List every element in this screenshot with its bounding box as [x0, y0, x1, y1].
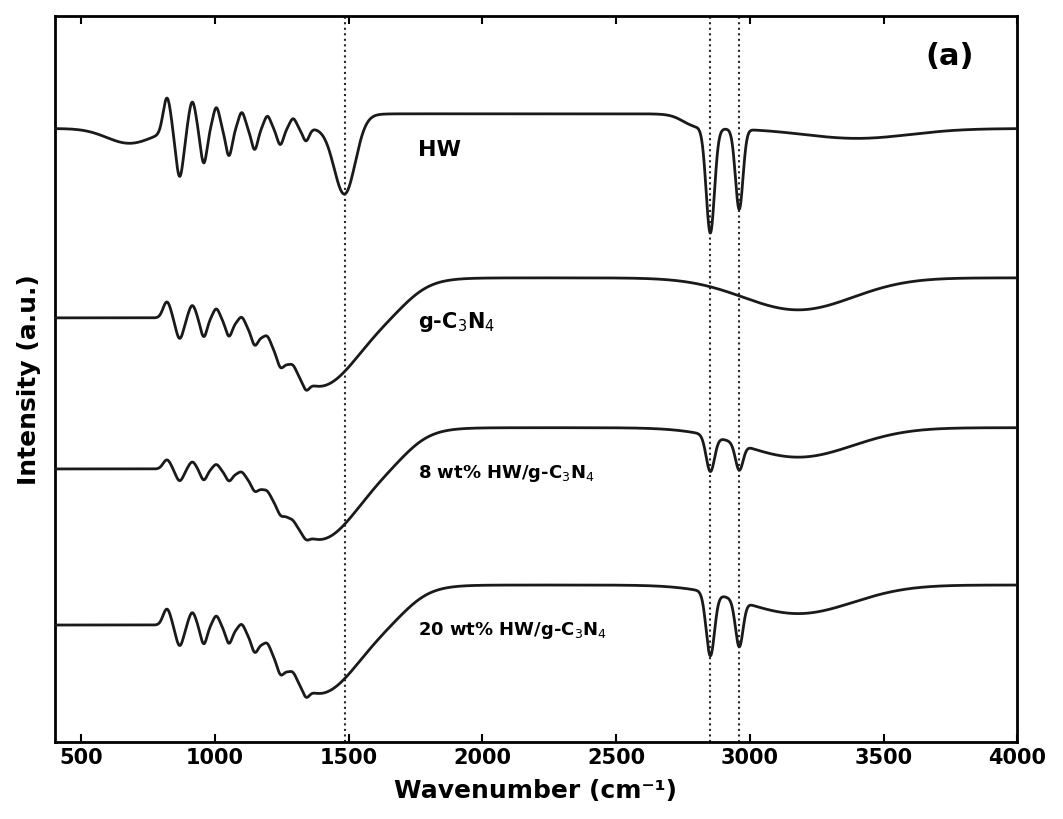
Text: (a): (a): [926, 42, 974, 71]
Text: g-C$_3$N$_4$: g-C$_3$N$_4$: [418, 310, 495, 334]
Text: 8 wt% HW/g-C$_3$N$_4$: 8 wt% HW/g-C$_3$N$_4$: [418, 463, 595, 483]
Text: HW: HW: [418, 140, 461, 160]
X-axis label: Wavenumber (cm⁻¹): Wavenumber (cm⁻¹): [394, 778, 677, 803]
Y-axis label: Intensity (a.u.): Intensity (a.u.): [17, 274, 40, 485]
Text: 20 wt% HW/g-C$_3$N$_4$: 20 wt% HW/g-C$_3$N$_4$: [418, 620, 607, 640]
